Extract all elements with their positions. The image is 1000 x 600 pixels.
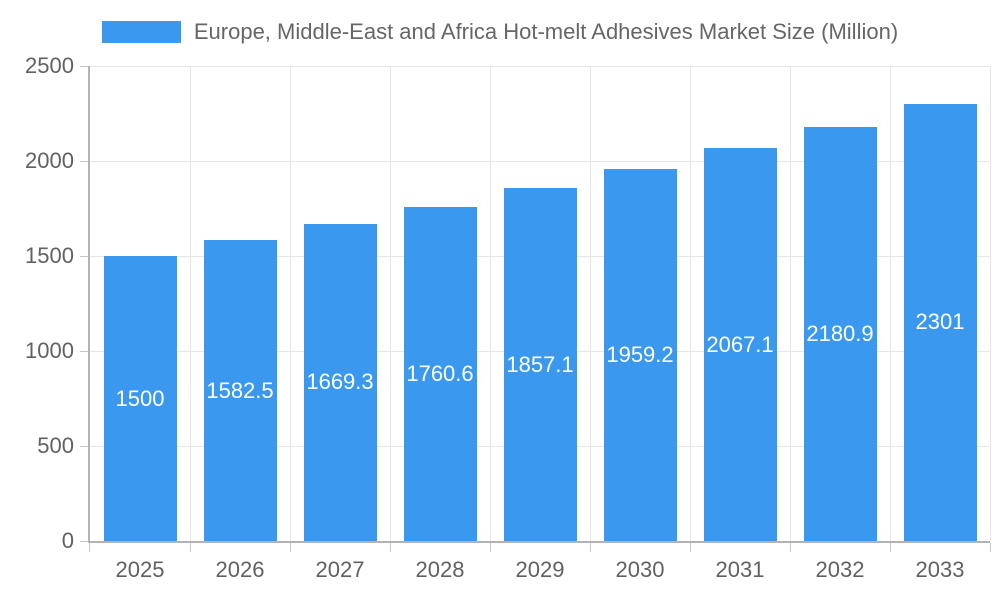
x-gridline (989, 66, 991, 541)
x-axis-label: 2028 (415, 557, 465, 582)
bar-2029[interactable]: 1857.1 (503, 188, 577, 541)
x-gridline (689, 66, 691, 541)
bar-value-label: 1857.1 (506, 351, 574, 377)
y-gridline (90, 65, 990, 67)
x-axis-label: 2027 (315, 557, 365, 582)
x-axis-tick (689, 543, 691, 552)
bar-value-label: 2301 (915, 309, 965, 335)
x-axis-label: 2033 (915, 557, 965, 582)
bar-2032[interactable]: 2180.9 (803, 126, 877, 541)
x-axis-tick (889, 543, 891, 552)
x-gridline (189, 66, 191, 541)
bar-value-label: 1959.2 (606, 341, 674, 367)
y-axis-tick (80, 540, 88, 542)
y-axis-label: 1000 (25, 338, 74, 363)
x-axis-tick (189, 543, 191, 552)
x-axis-tick (289, 543, 291, 552)
bar-2031[interactable]: 2067.1 (703, 148, 777, 541)
y-gridline (90, 160, 990, 162)
x-axis-label: 2032 (815, 557, 865, 582)
y-axis-label: 500 (37, 433, 74, 458)
y-axis-tick (80, 445, 88, 447)
bar-2028[interactable]: 1760.6 (403, 206, 477, 541)
bar-value-label: 1760.6 (406, 360, 474, 386)
bar-2027[interactable]: 1669.3 (303, 223, 377, 541)
x-axis-label: 2031 (715, 557, 765, 582)
x-axis-label: 2030 (615, 557, 665, 582)
bar-value-label: 1582.5 (206, 377, 274, 403)
x-axis-label: 2029 (515, 557, 565, 582)
x-axis-tick (989, 543, 991, 552)
x-axis-label: 2025 (115, 557, 165, 582)
y-axis-label: 2000 (25, 148, 74, 173)
y-axis-label: 2500 (25, 53, 74, 78)
plot-area: 0 500 1000 1500 2000 2500 1500 2025 1582.5 2026 16… (25, 55, 991, 582)
x-gridline (889, 66, 891, 541)
y-axis-label: 0 (61, 528, 74, 553)
legend-item[interactable]: Europe, Middle-East and Africa Hot-melt … (0, 18, 1000, 46)
bar-2030[interactable]: 1959.2 (603, 168, 677, 541)
bar-value-label: 1500 (115, 385, 165, 411)
y-axis-tick (80, 255, 88, 257)
bar-value-label: 2180.9 (806, 320, 874, 346)
x-axis-tick (389, 543, 391, 552)
bar-value-label: 1669.3 (306, 369, 374, 395)
x-gridline (789, 66, 791, 541)
x-gridline (389, 66, 391, 541)
x-axis-tick (489, 543, 491, 552)
y-axis-tick (80, 160, 88, 162)
y-axis-tick (80, 350, 88, 352)
y-axis-tick (80, 65, 88, 67)
x-axis-tick (789, 543, 791, 552)
y-axis-label: 1500 (25, 243, 74, 268)
x-axis-label: 2026 (215, 557, 265, 582)
bar-value-label: 2067.1 (706, 331, 774, 357)
bar-2033[interactable]: 2301 (903, 103, 977, 541)
x-gridline (489, 66, 491, 541)
x-gridline (589, 66, 591, 541)
x-axis-tick (589, 543, 591, 552)
bar-2025[interactable]: 1500 (103, 256, 177, 541)
x-axis-tick (89, 543, 90, 552)
legend-label: Europe, Middle-East and Africa Hot-melt … (193, 19, 899, 44)
x-gridline (289, 66, 291, 541)
legend-swatch (101, 21, 181, 43)
bar-2026[interactable]: 1582.5 (203, 240, 277, 541)
